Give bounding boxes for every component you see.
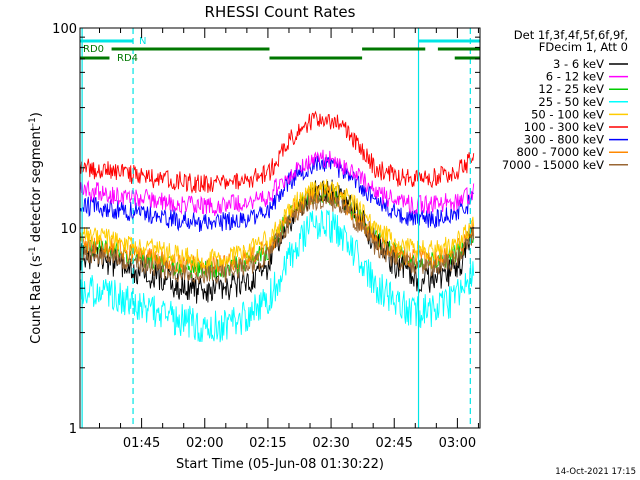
legend-entry-label: 300 - 800 keV	[524, 133, 604, 147]
legend-entry-label: 25 - 50 keV	[538, 95, 604, 109]
legend-header-detectors: Det 1f,3f,4f,5f,6f,9f,	[514, 28, 628, 42]
y-label-part-1: Count Rate (s	[29, 255, 44, 344]
series-line-1	[79, 149, 475, 217]
legend-entry-label: 12 - 25 keV	[538, 82, 604, 96]
series-line-3	[79, 209, 475, 343]
chart-title: RHESSI Count Rates	[205, 3, 356, 21]
attenuator-label: N	[139, 36, 146, 47]
legend-entry-label: 50 - 100 keV	[531, 107, 604, 121]
rd0-label: RD0	[83, 44, 104, 55]
y-label-sup-2: -1	[28, 117, 38, 126]
x-axis-label: Start Time (05-Jun-08 01:30:22)	[176, 457, 384, 472]
legend-entry-label: 7000 - 15000 keV	[502, 158, 604, 172]
x-tick-label: 02:00	[186, 436, 223, 451]
x-axis-ticks: 01:45 02:00 02:15 02:30 02:45 03:00	[98, 28, 479, 451]
series-line-5	[79, 110, 475, 194]
y-label-part-3: )	[29, 112, 44, 117]
x-tick-label: 03:00	[439, 436, 476, 451]
y-tick-label: 10	[60, 222, 77, 237]
series-layer	[79, 110, 475, 343]
legend-header-decim: FDecim 1, Att 0	[539, 40, 628, 54]
rd4-label: RD4	[117, 53, 138, 64]
x-tick-label: 02:30	[312, 436, 349, 451]
datestamp: 14-Oct-2021 17:15	[555, 467, 636, 477]
x-tick-label: 02:45	[375, 436, 412, 451]
y-tick-label: 100	[52, 22, 77, 37]
legend-entry-label: 100 - 300 keV	[524, 120, 604, 134]
y-label-part-2: detector segment	[29, 126, 44, 246]
x-tick-label: 02:15	[249, 436, 286, 451]
y-axis-label: Count Rate (s-1 detector segment-1)	[28, 112, 44, 344]
legend-entry-label: 6 - 12 keV	[546, 70, 604, 84]
x-tick-label: 01:45	[123, 436, 160, 451]
y-tick-label: 1	[69, 422, 77, 437]
series-line-8	[79, 192, 475, 285]
legend-entry-label: 800 - 7000 keV	[516, 145, 604, 159]
series-line-4	[79, 179, 475, 269]
marker-layer: N RD0 RD4	[80, 28, 480, 428]
y-label-sup-1: -1	[28, 246, 38, 255]
legend-entry-label: 3 - 6 keV	[553, 57, 604, 71]
y-axis-ticks: 1 10 100	[52, 22, 480, 437]
